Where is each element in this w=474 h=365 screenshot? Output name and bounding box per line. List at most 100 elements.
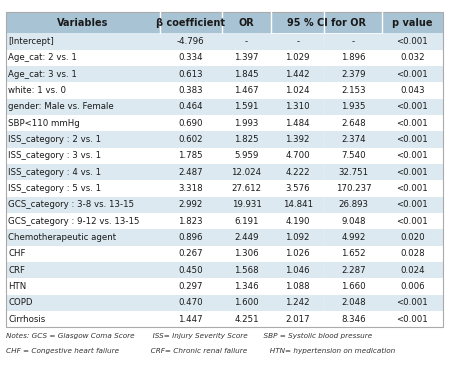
- Text: 0.690: 0.690: [179, 119, 203, 128]
- Bar: [222, 262, 271, 278]
- Text: 1.935: 1.935: [341, 102, 366, 111]
- Text: <0.001: <0.001: [397, 298, 428, 307]
- Bar: [383, 311, 443, 327]
- Text: 1.591: 1.591: [234, 102, 259, 111]
- Text: ISS_category : 5 vs. 1: ISS_category : 5 vs. 1: [8, 184, 101, 193]
- Text: 1.346: 1.346: [234, 282, 259, 291]
- Text: β coefficient: β coefficient: [156, 18, 225, 28]
- Text: 6.191: 6.191: [234, 217, 259, 226]
- Bar: [222, 50, 271, 66]
- Text: 0.028: 0.028: [400, 249, 425, 258]
- Text: Age_cat: 2 vs. 1: Age_cat: 2 vs. 1: [8, 53, 77, 62]
- Bar: [222, 213, 271, 229]
- Text: 14.841: 14.841: [283, 200, 313, 210]
- Text: 2.017: 2.017: [285, 315, 310, 324]
- Bar: [222, 12, 271, 33]
- Bar: [383, 295, 443, 311]
- Bar: [325, 180, 383, 197]
- Text: -4.796: -4.796: [177, 37, 205, 46]
- Text: -: -: [296, 37, 299, 46]
- Text: 0.334: 0.334: [179, 53, 203, 62]
- Bar: [160, 180, 222, 197]
- Text: <0.001: <0.001: [397, 70, 428, 78]
- Text: 4.222: 4.222: [285, 168, 310, 177]
- Text: CHF = Congestive heart failure              CRF= Chronic renal failure          : CHF = Congestive heart failure CRF= Chro…: [6, 348, 395, 354]
- Text: 1.660: 1.660: [341, 282, 366, 291]
- Bar: [160, 246, 222, 262]
- Text: ISS_category : 4 vs. 1: ISS_category : 4 vs. 1: [8, 168, 101, 177]
- Bar: [222, 180, 271, 197]
- Bar: [222, 164, 271, 180]
- Text: 0.450: 0.450: [179, 266, 203, 275]
- Bar: [271, 278, 325, 295]
- Bar: [271, 295, 325, 311]
- Bar: [271, 229, 325, 246]
- Bar: [160, 50, 222, 66]
- Bar: [160, 115, 222, 131]
- Text: GCS_category : 3-8 vs. 13-15: GCS_category : 3-8 vs. 13-15: [8, 200, 134, 210]
- Text: 2.153: 2.153: [341, 86, 366, 95]
- Bar: [6, 197, 160, 213]
- Text: 1.467: 1.467: [234, 86, 259, 95]
- Text: 2.449: 2.449: [234, 233, 259, 242]
- Text: 4.190: 4.190: [285, 217, 310, 226]
- Bar: [271, 246, 325, 262]
- Text: 26.893: 26.893: [338, 200, 368, 210]
- Text: 1.825: 1.825: [234, 135, 259, 144]
- Text: 1.046: 1.046: [285, 266, 310, 275]
- Bar: [160, 262, 222, 278]
- Bar: [325, 66, 383, 82]
- Bar: [383, 180, 443, 197]
- Bar: [383, 33, 443, 50]
- Bar: [160, 278, 222, 295]
- Text: 27.612: 27.612: [231, 184, 262, 193]
- Text: Cirrhosis: Cirrhosis: [8, 315, 46, 324]
- Text: 9.048: 9.048: [341, 217, 366, 226]
- Bar: [222, 148, 271, 164]
- Text: 1.845: 1.845: [234, 70, 259, 78]
- Bar: [325, 295, 383, 311]
- Bar: [271, 213, 325, 229]
- Text: 1.024: 1.024: [285, 86, 310, 95]
- Bar: [6, 131, 160, 148]
- Text: 0.602: 0.602: [179, 135, 203, 144]
- Text: <0.001: <0.001: [397, 37, 428, 46]
- Text: 0.024: 0.024: [400, 266, 425, 275]
- Text: 1.823: 1.823: [179, 217, 203, 226]
- Text: Variables: Variables: [57, 18, 109, 28]
- Text: -: -: [352, 37, 355, 46]
- Bar: [6, 311, 160, 327]
- Text: Notes: GCS = Glasgow Coma Score        ISS= Injury Severity Score       SBP = Sy: Notes: GCS = Glasgow Coma Score ISS= Inj…: [6, 333, 372, 339]
- Bar: [6, 12, 443, 327]
- Text: ISS_category : 3 vs. 1: ISS_category : 3 vs. 1: [8, 151, 101, 160]
- Bar: [160, 164, 222, 180]
- Bar: [271, 180, 325, 197]
- Bar: [6, 115, 160, 131]
- Bar: [325, 131, 383, 148]
- Bar: [222, 295, 271, 311]
- Text: white: 1 vs. 0: white: 1 vs. 0: [8, 86, 66, 95]
- Text: 1.392: 1.392: [285, 135, 310, 144]
- Bar: [325, 311, 383, 327]
- Text: 3.318: 3.318: [179, 184, 203, 193]
- Bar: [160, 12, 222, 33]
- Bar: [271, 66, 325, 82]
- Text: 32.751: 32.751: [338, 168, 368, 177]
- Text: <0.001: <0.001: [397, 200, 428, 210]
- Bar: [6, 50, 160, 66]
- Bar: [222, 278, 271, 295]
- Text: 4.700: 4.700: [285, 151, 310, 160]
- Bar: [222, 33, 271, 50]
- Text: 1.088: 1.088: [285, 282, 310, 291]
- Text: 2.992: 2.992: [179, 200, 203, 210]
- Text: 8.346: 8.346: [341, 315, 366, 324]
- Bar: [6, 295, 160, 311]
- Bar: [222, 197, 271, 213]
- Bar: [325, 50, 383, 66]
- Text: COPD: COPD: [8, 298, 33, 307]
- Text: OR: OR: [238, 18, 255, 28]
- Text: CRF: CRF: [8, 266, 25, 275]
- Bar: [6, 148, 160, 164]
- Text: 1.242: 1.242: [285, 298, 310, 307]
- Bar: [325, 99, 383, 115]
